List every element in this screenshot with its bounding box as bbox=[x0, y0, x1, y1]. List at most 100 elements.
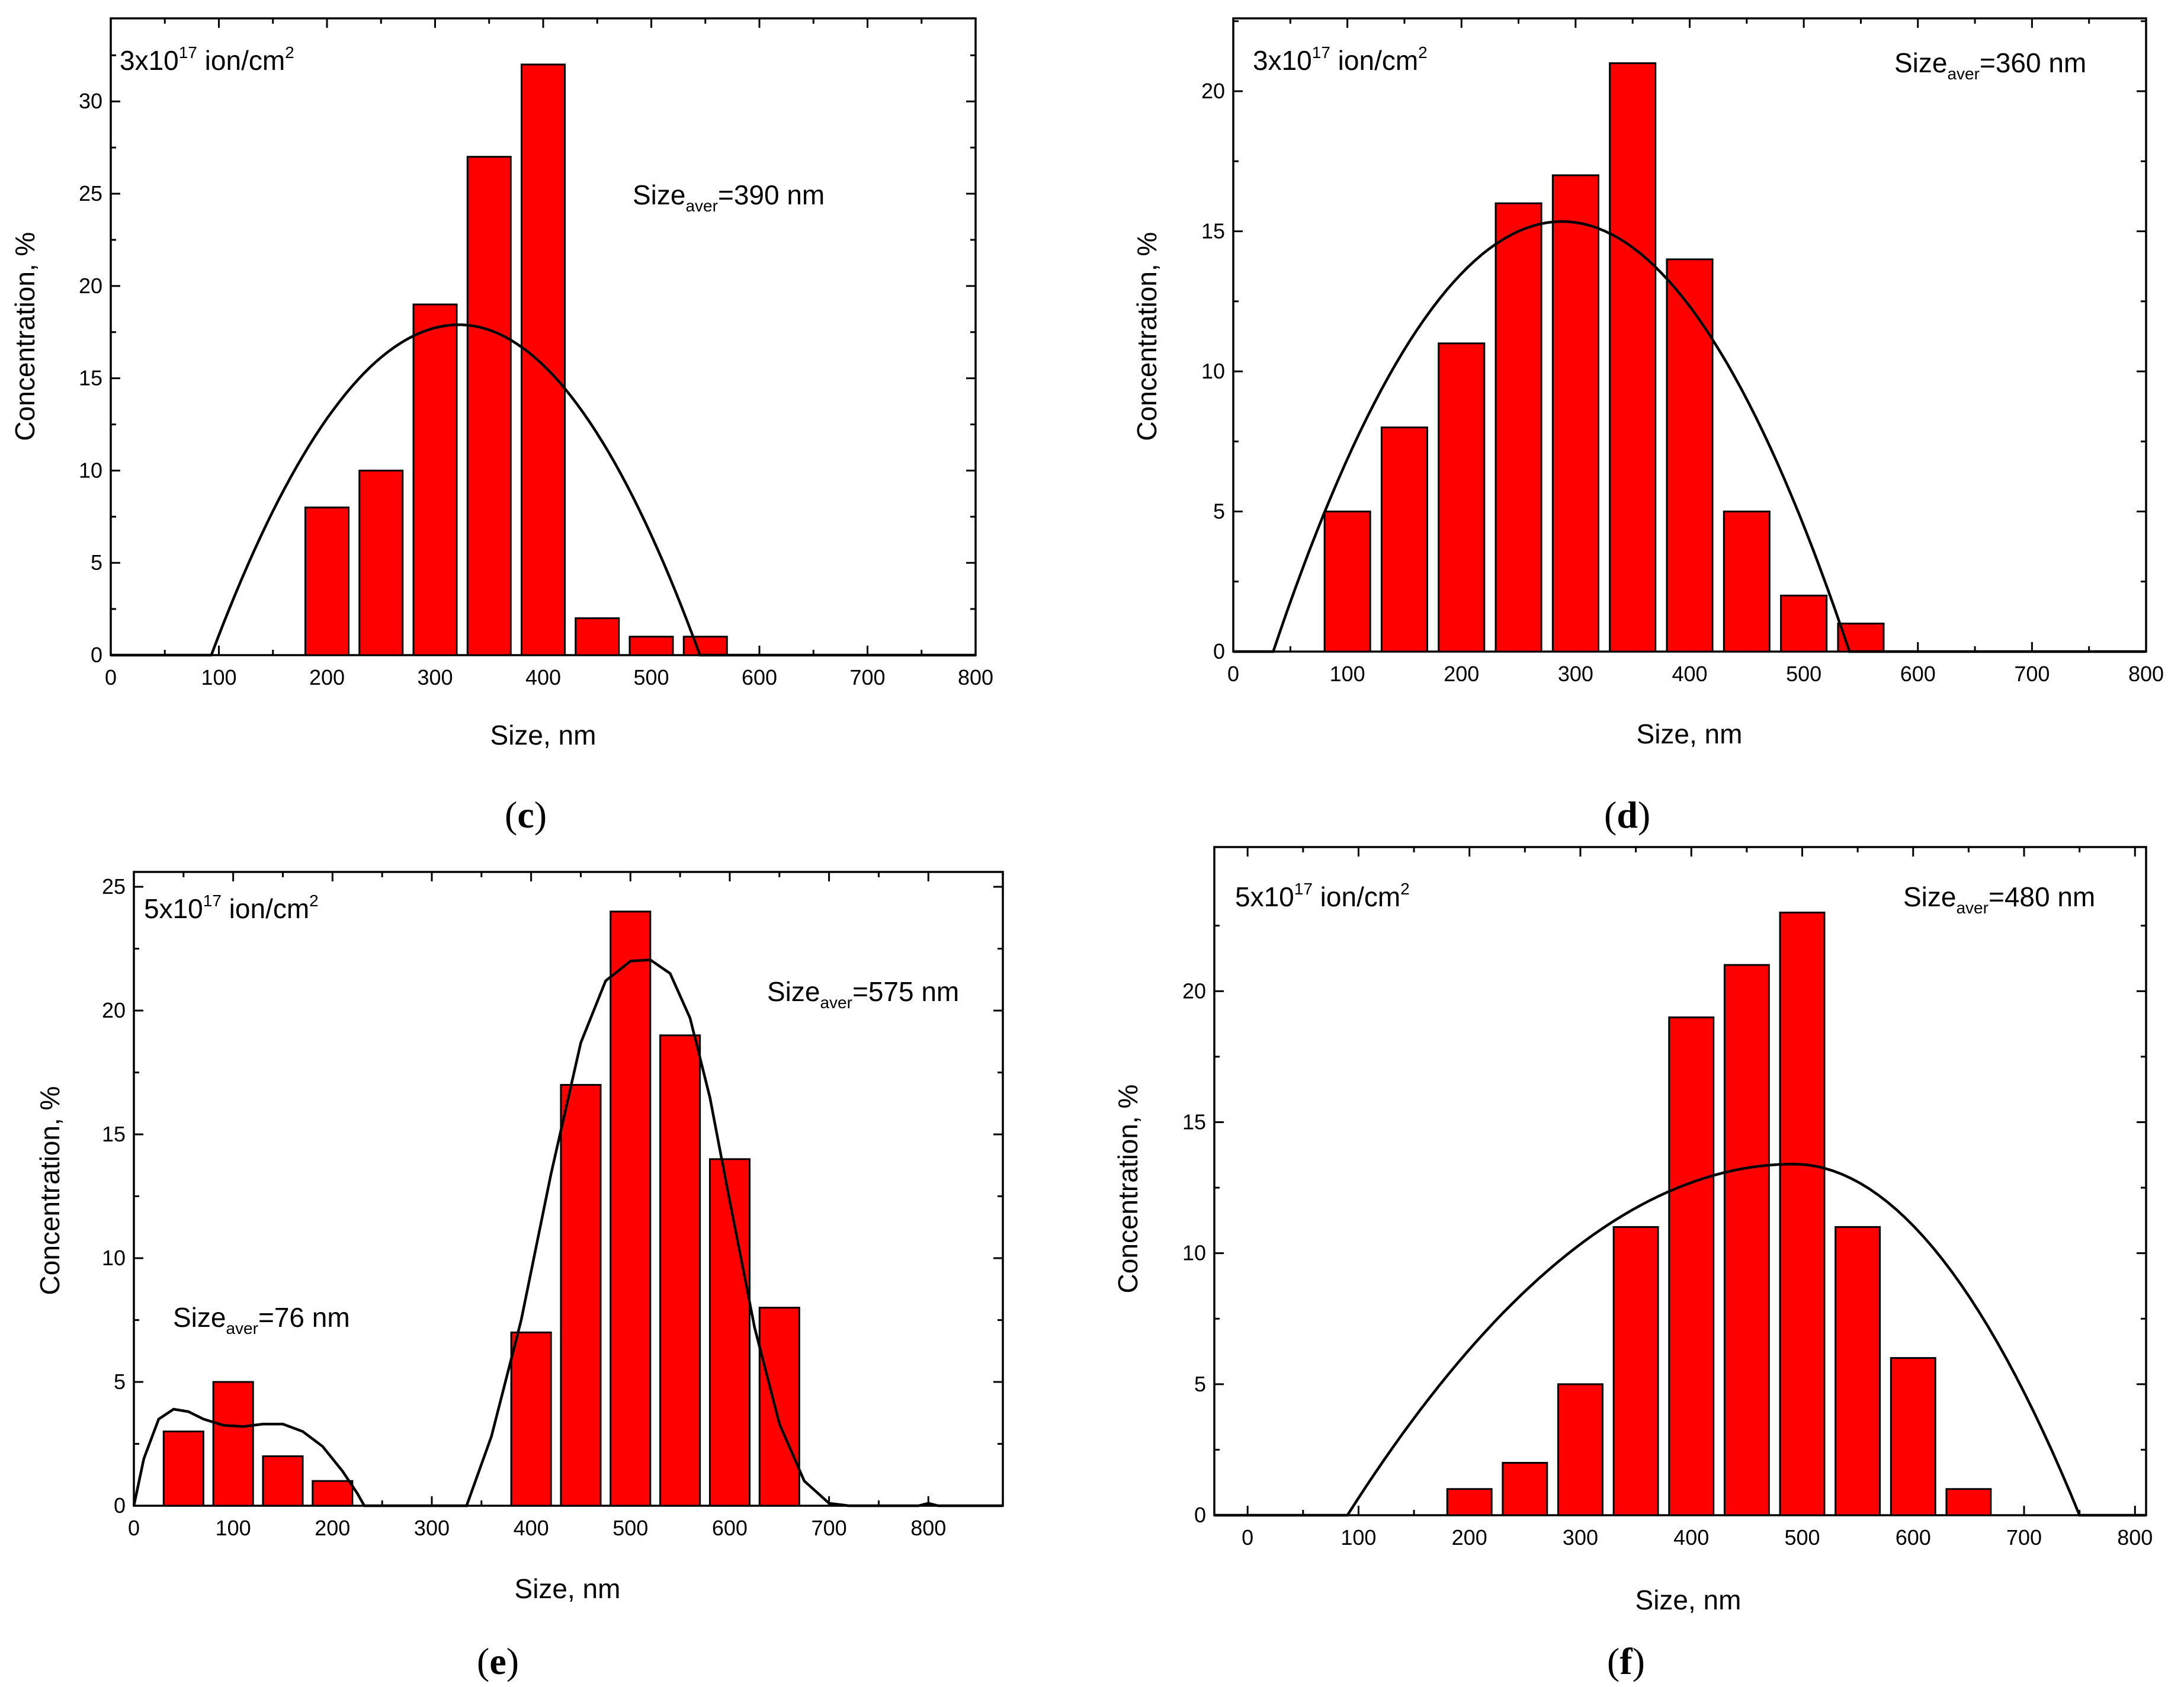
panel-e: 0 100 200 300 400 500 600 700 800 0 5 10 15 20 25 Siz… bbox=[34, 871, 1004, 1682]
size-subscript-d: aver bbox=[1947, 65, 1979, 83]
bar bbox=[1835, 1226, 1881, 1516]
y-tick-label: 10 bbox=[1201, 359, 1225, 383]
y-tick-label: 25 bbox=[102, 874, 126, 899]
y-tick-label: 20 bbox=[1182, 979, 1206, 1003]
bar bbox=[358, 469, 404, 656]
x-tick-label: 200 bbox=[1444, 662, 1479, 686]
xtick-labels-d: 0 100 200 300 400 500 600 700 800 bbox=[1227, 662, 2164, 686]
x-tick-label: 0 bbox=[128, 1516, 140, 1540]
bar bbox=[1780, 594, 1828, 653]
bar bbox=[1890, 1357, 1936, 1516]
ytick-labels-f: 0 5 10 15 20 bbox=[1182, 979, 1206, 1527]
y-tick-label: 20 bbox=[102, 998, 126, 1022]
dose-unit-e: ion/cm bbox=[222, 893, 309, 924]
panel-label-d: (d) bbox=[1604, 794, 1650, 836]
dose-unit-exponent-d: 2 bbox=[1418, 43, 1428, 62]
bar bbox=[1723, 964, 1770, 1516]
size-subscript-f: aver bbox=[1956, 899, 1988, 917]
size-average-label-e-large: Sizeaver=575 nm bbox=[767, 976, 959, 1012]
bar bbox=[521, 63, 566, 656]
panel-letter-e: e bbox=[489, 1640, 506, 1682]
dose-unit-exponent-e: 2 bbox=[309, 891, 319, 910]
dose-exponent-f: 17 bbox=[1294, 880, 1313, 898]
x-tick-label: 300 bbox=[1558, 662, 1593, 686]
dose-base-d: 3x10 bbox=[1253, 45, 1312, 76]
fit-curve-c bbox=[111, 323, 976, 657]
size-subscript-e-small: aver bbox=[226, 1319, 258, 1338]
bar bbox=[1666, 258, 1714, 653]
size-value-c: =390 nm bbox=[718, 179, 825, 210]
x-tick-label: 800 bbox=[958, 665, 993, 689]
dose-label-d: 3x1017 ion/cm2 bbox=[1253, 43, 1428, 76]
y-tick-label: 15 bbox=[79, 366, 102, 390]
x-tick-label: 600 bbox=[1896, 1525, 1931, 1550]
y-axis-title-c: Concentration, % bbox=[9, 232, 40, 441]
bars-f bbox=[1446, 912, 1992, 1516]
y-tick-label: 20 bbox=[1201, 79, 1225, 103]
bar bbox=[1323, 510, 1371, 653]
x-tick-label: 300 bbox=[417, 665, 453, 689]
x-tick-label: 700 bbox=[849, 665, 885, 689]
panel-f: 0 100 200 300 400 500 600 700 800 0 5 10 15 20 Size,… bbox=[1112, 846, 2153, 1682]
x-tick-label: 600 bbox=[1900, 662, 1936, 686]
y-tick-label: 5 bbox=[1213, 499, 1225, 523]
x-axis-title-d: Size, nm bbox=[1637, 719, 1743, 749]
fit-curve-d bbox=[1233, 220, 2146, 653]
bar bbox=[1446, 1488, 1493, 1516]
y-tick-label: 30 bbox=[79, 89, 102, 113]
xtick-labels-e: 0 100 200 300 400 500 600 700 800 bbox=[128, 1516, 946, 1540]
dose-unit-f: ion/cm bbox=[1313, 881, 1400, 912]
bar bbox=[510, 1331, 552, 1507]
x-tick-label: 200 bbox=[309, 665, 345, 689]
size-average-label-e-small: Sizeaver=76 nm bbox=[173, 1302, 350, 1338]
x-tick-label: 700 bbox=[812, 1516, 847, 1540]
y-tick-label: 5 bbox=[1194, 1372, 1206, 1396]
x-tick-label: 200 bbox=[1452, 1525, 1487, 1550]
x-tick-label: 700 bbox=[2006, 1525, 2042, 1550]
bars-d bbox=[1323, 62, 1885, 653]
bar bbox=[1945, 1488, 1992, 1516]
size-average-label-d: Sizeaver=360 nm bbox=[1894, 47, 2086, 83]
y-tick-label: 0 bbox=[91, 643, 102, 667]
bar bbox=[312, 1480, 354, 1507]
x-tick-label: 300 bbox=[414, 1516, 450, 1540]
size-value-e-large: =575 nm bbox=[852, 976, 959, 1007]
bars-e bbox=[162, 910, 800, 1507]
size-value-f: =480 nm bbox=[1989, 881, 2095, 912]
x-tick-label: 800 bbox=[2117, 1525, 2153, 1550]
x-tick-label: 400 bbox=[514, 1516, 549, 1540]
x-tick-label: 600 bbox=[742, 665, 777, 689]
y-tick-label: 0 bbox=[1213, 639, 1225, 663]
size-value-d: =360 nm bbox=[1980, 47, 2086, 78]
x-tick-label: 200 bbox=[315, 1516, 350, 1540]
dose-exponent-d: 17 bbox=[1312, 43, 1330, 62]
y-tick-label: 15 bbox=[1201, 219, 1225, 243]
dose-unit-d: ion/cm bbox=[1330, 45, 1418, 76]
x-tick-label: 100 bbox=[216, 1516, 251, 1540]
bar bbox=[304, 506, 349, 656]
x-tick-label: 300 bbox=[1563, 1525, 1598, 1550]
x-tick-label: 0 bbox=[105, 665, 117, 689]
x-tick-label: 100 bbox=[1340, 1525, 1376, 1550]
y-tick-label: 10 bbox=[1182, 1241, 1206, 1265]
bar bbox=[1438, 342, 1486, 653]
ytick-labels-c: 0 5 10 15 20 25 30 bbox=[79, 89, 102, 667]
bar bbox=[212, 1381, 254, 1507]
bars-c bbox=[304, 63, 728, 656]
y-tick-label: 0 bbox=[1194, 1503, 1206, 1527]
dose-exponent-c: 17 bbox=[179, 43, 197, 62]
bar bbox=[575, 617, 620, 656]
ytick-labels-d: 0 5 10 15 20 bbox=[1201, 79, 1225, 663]
x-tick-label: 500 bbox=[1786, 662, 1821, 686]
bar bbox=[262, 1455, 304, 1507]
x-tick-label: 400 bbox=[1673, 1525, 1709, 1550]
size-subscript-e-large: aver bbox=[820, 993, 852, 1012]
bar bbox=[1557, 1383, 1603, 1516]
bar bbox=[708, 1158, 751, 1507]
size-word-e-large: Size bbox=[767, 976, 820, 1007]
bar bbox=[412, 303, 458, 656]
x-tick-label: 500 bbox=[1784, 1525, 1820, 1550]
panel-label-c: (c) bbox=[505, 794, 547, 836]
x-tick-label: 400 bbox=[525, 665, 561, 689]
